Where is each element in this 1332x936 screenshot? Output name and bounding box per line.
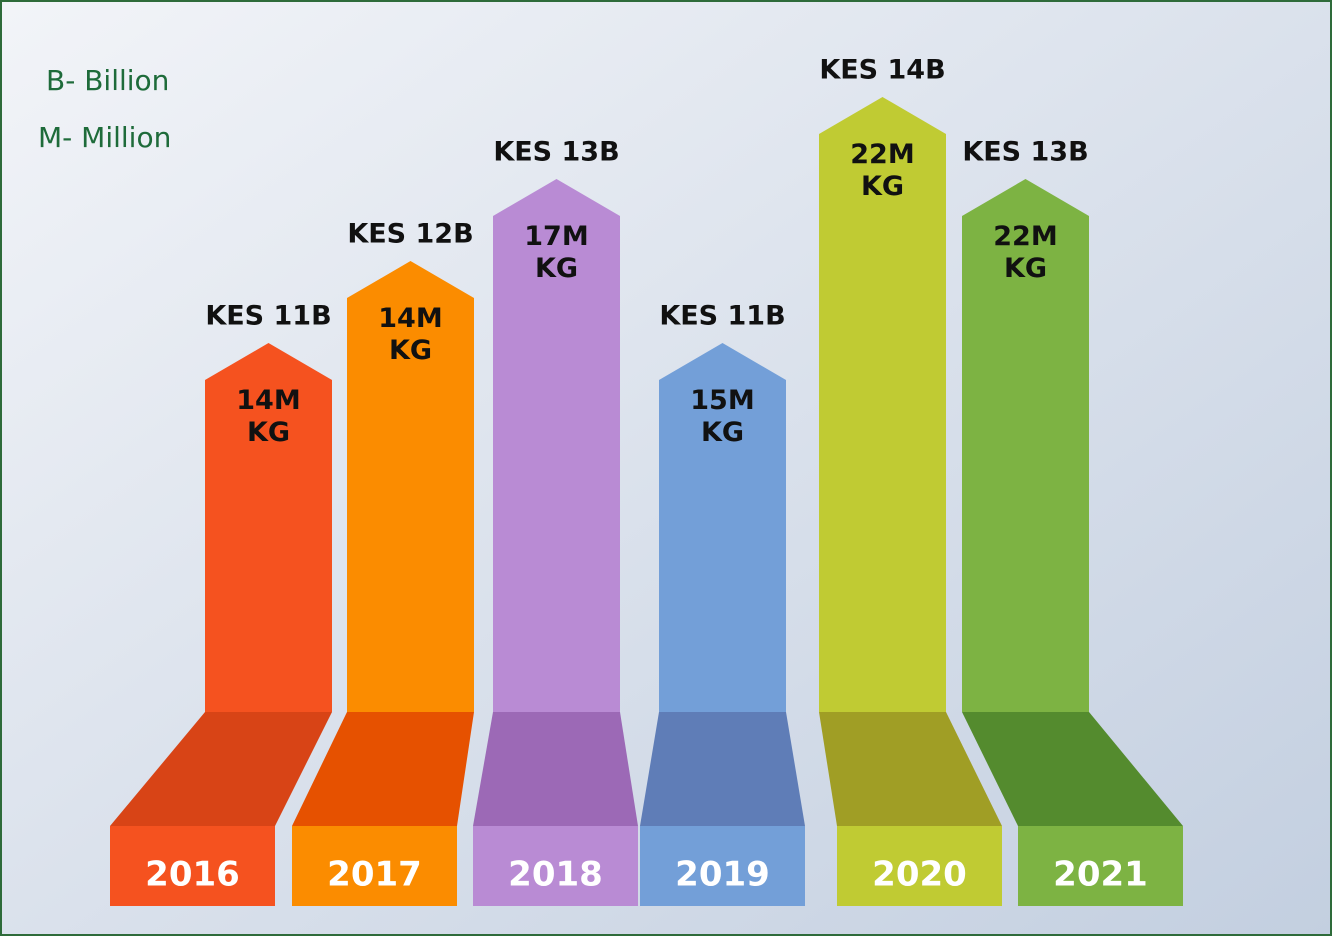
bar-base [837,826,1002,906]
x-tick-label: 2020 [872,855,967,895]
bar [659,343,786,712]
annotation: M- Million [38,121,171,154]
bar [493,179,620,712]
x-tick-label: 2017 [327,855,422,895]
bar-base [473,826,638,906]
bar-base [292,826,457,906]
bar [819,97,946,712]
bar-base-shade [473,712,638,826]
volume-label-box: 22M KG [850,139,915,202]
bar-base [640,826,805,906]
x-tick-label: 2018 [508,855,603,895]
x-tick-label: 2019 [675,855,770,895]
bar-base [110,826,275,906]
value-label: KES 14B [819,55,945,86]
volume-label-box: 14M KG [236,385,301,448]
bar-base [1018,826,1183,906]
bar-base-shade [819,712,1002,826]
volume-label: 14M KG [236,385,301,448]
value-label: KES 12B [347,219,473,250]
value-label: KES 11B [659,301,785,332]
volume-label: 15M KG [690,385,755,448]
bar [347,261,474,712]
x-tick-label: 2021 [1053,855,1148,895]
annotation: B- Billion [46,64,169,97]
value-label: KES 11B [205,301,331,332]
x-tick-label: 2016 [145,855,240,895]
value-label: KES 13B [962,137,1088,168]
volume-label: 22M KG [993,221,1058,284]
volume-label-box: 15M KG [690,385,755,448]
volume-label: 17M KG [524,221,589,284]
volume-label-box: 22M KG [993,221,1058,284]
volume-label: 14M KG [378,303,443,366]
bar-base-shade [640,712,805,826]
bar-base-shade [962,712,1183,826]
bar [205,343,332,712]
bar [962,179,1089,712]
value-label: KES 13B [493,137,619,168]
bar-base-shade [110,712,332,826]
volume-label: 22M KG [850,139,915,202]
bar-base-shade [292,712,474,826]
volume-label-box: 17M KG [524,221,589,284]
volume-label-box: 14M KG [378,303,443,366]
